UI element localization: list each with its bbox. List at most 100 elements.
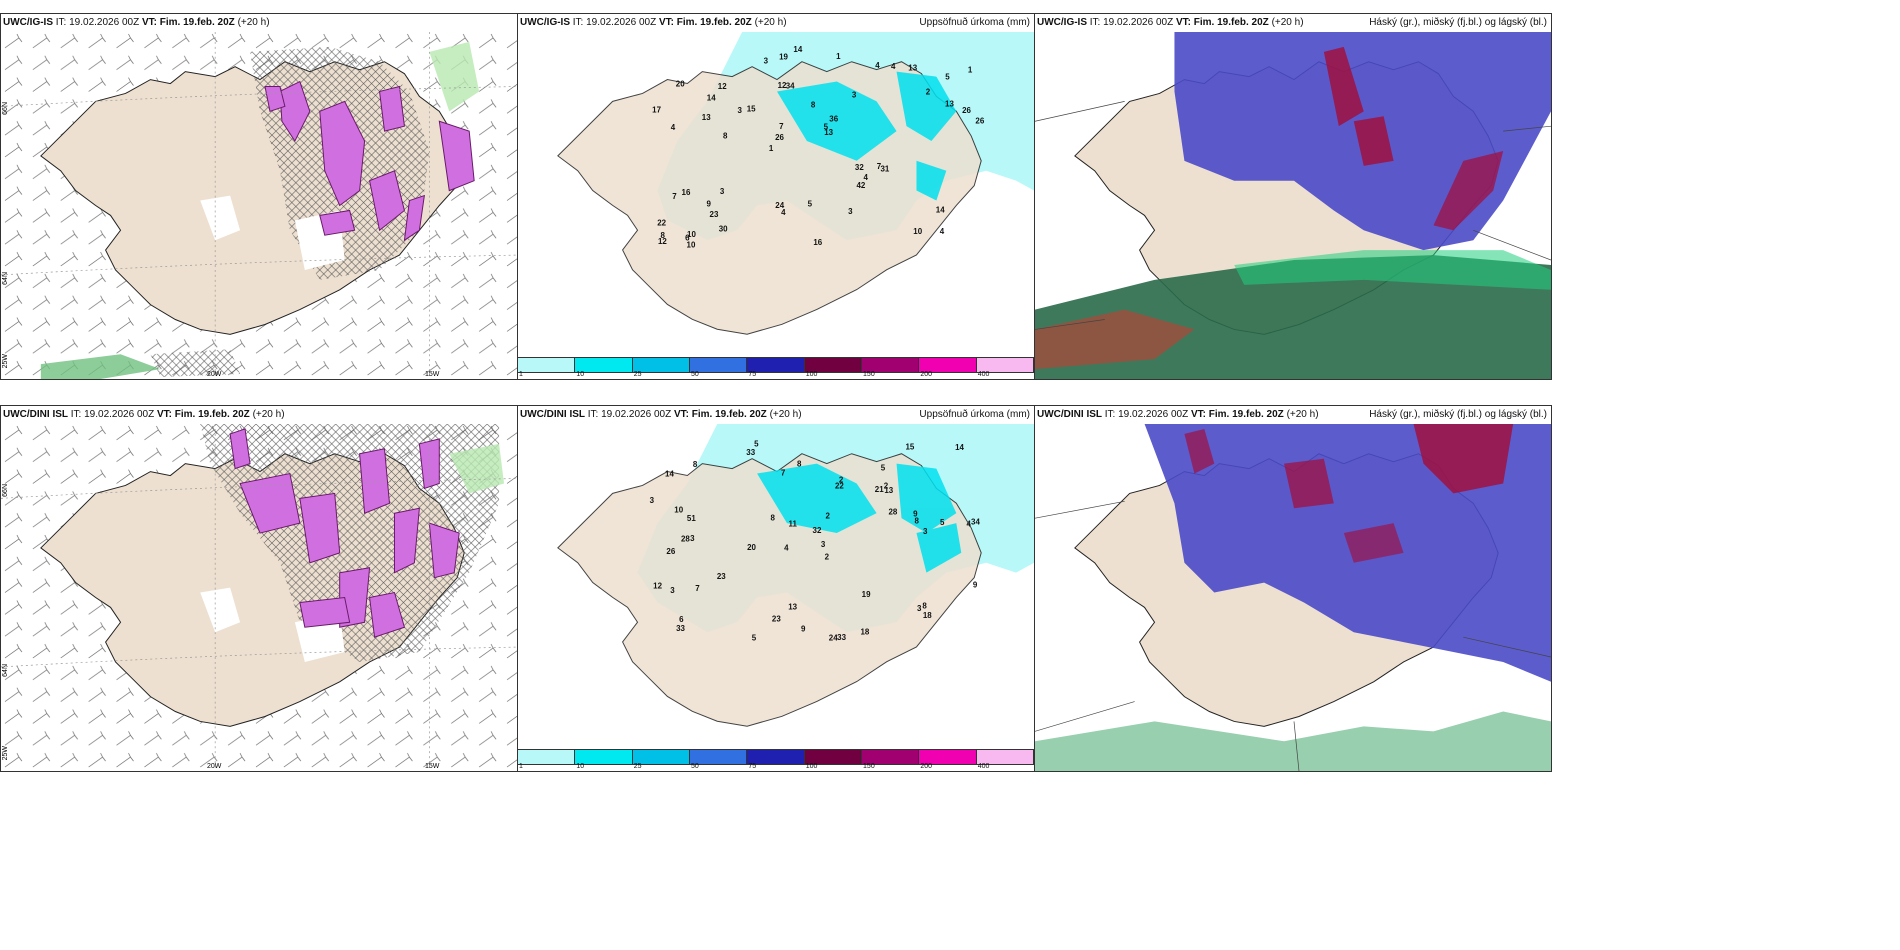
precip-value-label: 32 [855,163,864,172]
precip-value-label: 3 [737,106,742,115]
precip-value-label: 5 [881,464,886,473]
precip-value-label: 5 [824,122,829,131]
precip-value-label: 23 [772,614,781,623]
panel-wind-precip-igis: UWC/IG-IS IT: 19.02.2026 00Z VT: Fim. 19… [0,13,518,380]
colorbar-tick-label: 50 [691,763,699,770]
colorbar-swatch [919,358,977,372]
precip-value-label: 14 [665,469,674,478]
colorbar-tick-label: 10 [576,371,585,378]
precip-value-label: 5 [808,200,813,209]
label-lat-66: 66N [2,484,9,497]
panel-wind-precip-dini: UWC/DINI ISL IT: 19.02.2026 00Z VT: Fim.… [0,405,518,772]
colorbar-tick-label: 1 [519,371,523,378]
precip-value-label: 12 [658,237,667,246]
precip-value-label: 9 [707,200,712,209]
precip-value-label: 4 [940,227,945,236]
precip-value-label: 30 [719,224,728,233]
label-lon-15: 15W [425,763,440,770]
precip-value-label: 14 [936,205,945,214]
precip-value-label: 13 [908,64,917,73]
panel-header: UWC/DINI ISL IT: 19.02.2026 00Z VT: Fim.… [3,409,285,420]
panel-title-right: Uppsöfnuð úrkoma (mm) [919,409,1030,420]
precip-value-label: 26 [975,117,984,126]
colorbar-swatch [747,358,805,372]
colorbar-swatch [747,750,805,764]
colorbar-swatch [689,358,748,372]
precip-value-label: 3 [852,91,857,100]
panel-clouds-dini: UWC/DINI ISL IT: 19.02.2026 00Z VT: Fim.… [1034,405,1552,772]
precip-value-label: 51 [687,514,696,523]
precip-value-label: 14 [707,94,716,103]
precip-value-label: 13 [788,603,797,612]
precip-value-label: 19 [862,590,871,599]
precip-value-label: 26 [775,133,784,142]
precip-value-label: 8 [922,602,927,611]
precip-value-label: 31 [880,164,889,173]
colorbar-swatch [861,750,920,764]
precip-value-label: 42 [856,181,865,190]
precip-value-label: 14 [793,45,802,54]
precip-value-label: 2 [839,476,844,485]
panel-title-right: Háský (gr.), miðský (fj.bl.) og lágský (… [1369,409,1547,420]
precip-value-label: 15 [747,104,756,113]
precip-value-label: 8 [914,517,919,526]
precip-value-label: 28 [681,534,690,543]
precip-value-label: 22 [835,482,844,491]
colorbar-swatch [575,750,633,764]
precip-value-label: 3 [650,496,655,505]
precip-value-label: 16 [813,238,822,247]
precip-value-label: 12 [653,582,662,591]
precip-value-label: 26 [962,106,971,115]
precip-value-label: 23 [717,572,726,581]
precip-value-label: 2 [926,87,931,96]
precip-value-label: 7 [877,162,882,171]
colorbar-swatch [575,358,633,372]
precip-value-label: 14 [955,443,964,452]
precip-value-label: 23 [710,210,719,219]
precip-value-label: 3 [917,604,922,613]
panel-header: UWC/DINI ISL IT: 19.02.2026 00Z VT: Fim.… [1037,409,1319,420]
colorbar-tick-label: 50 [691,371,699,378]
panel-header: UWC/DINI ISL IT: 19.02.2026 00Z VT: Fim.… [520,409,802,420]
precip-value-label: 10 [674,506,683,515]
precip-value-label: 2 [826,511,831,520]
colorbar: 1 10 25 50 75 100 150 200 400 [518,749,1034,771]
precip-value-label: 9 [913,509,918,518]
colorbar-tick-label: 100 [805,371,818,378]
precip-value-label: 11 [788,520,797,529]
precip-value-label: 16 [682,188,691,197]
colorbar-swatch [976,358,1034,372]
label-lon-15: 15W [425,371,440,378]
precip-value-label: 2 [884,482,889,491]
wind-precip-map: 66N 64N 25W 20W 15W [1,424,517,771]
accum-precip-map: 4 4 5 1 3 10 12 8 16 15 22 23 34 36 31 20 19 26 32 13 26 24 7 1… [518,32,1034,357]
label-lon-20: 20W [207,371,222,378]
precip-value-label: 13 [702,113,711,122]
label-lon-25: 25W [2,354,9,369]
precip-value-label: 10 [687,241,696,250]
panel-title-right: Uppsöfnuð úrkoma (mm) [919,17,1030,28]
colorbar-swatch [804,358,862,372]
precip-value-label: 5 [940,518,945,527]
precip-value-label: 7 [779,122,784,131]
precip-value-label: 4 [863,173,868,182]
colorbar-tick-label: 25 [633,763,642,770]
colorbar-tick-label: 25 [633,371,642,378]
precip-value-label: 8 [811,100,816,109]
precip-value-label: 5 [754,439,759,448]
precip-value-label: 9 [801,625,806,634]
colorbar-swatch [632,750,690,764]
precip-value-label: 34 [786,82,795,91]
precip-value-label: 8 [723,132,728,141]
precip-value-label: 1 [968,66,973,75]
panel-accum-precip-igis: UWC/IG-IS IT: 19.02.2026 00Z VT: Fim. 19… [517,13,1035,380]
label-lat-64: 64N [2,272,9,285]
label-lon-20: 20W [207,763,222,770]
precip-value-label: 33 [837,633,846,642]
panel-title-right: Háský (gr.), miðský (fj.bl.) og lágský (… [1369,17,1547,28]
colorbar-tick-label: 200 [920,371,933,378]
label-lat-66: 66N [2,102,9,115]
precip-value-label: 3 [848,207,853,216]
colorbar-swatch [919,750,977,764]
precip-value-label: 21 [875,485,884,494]
